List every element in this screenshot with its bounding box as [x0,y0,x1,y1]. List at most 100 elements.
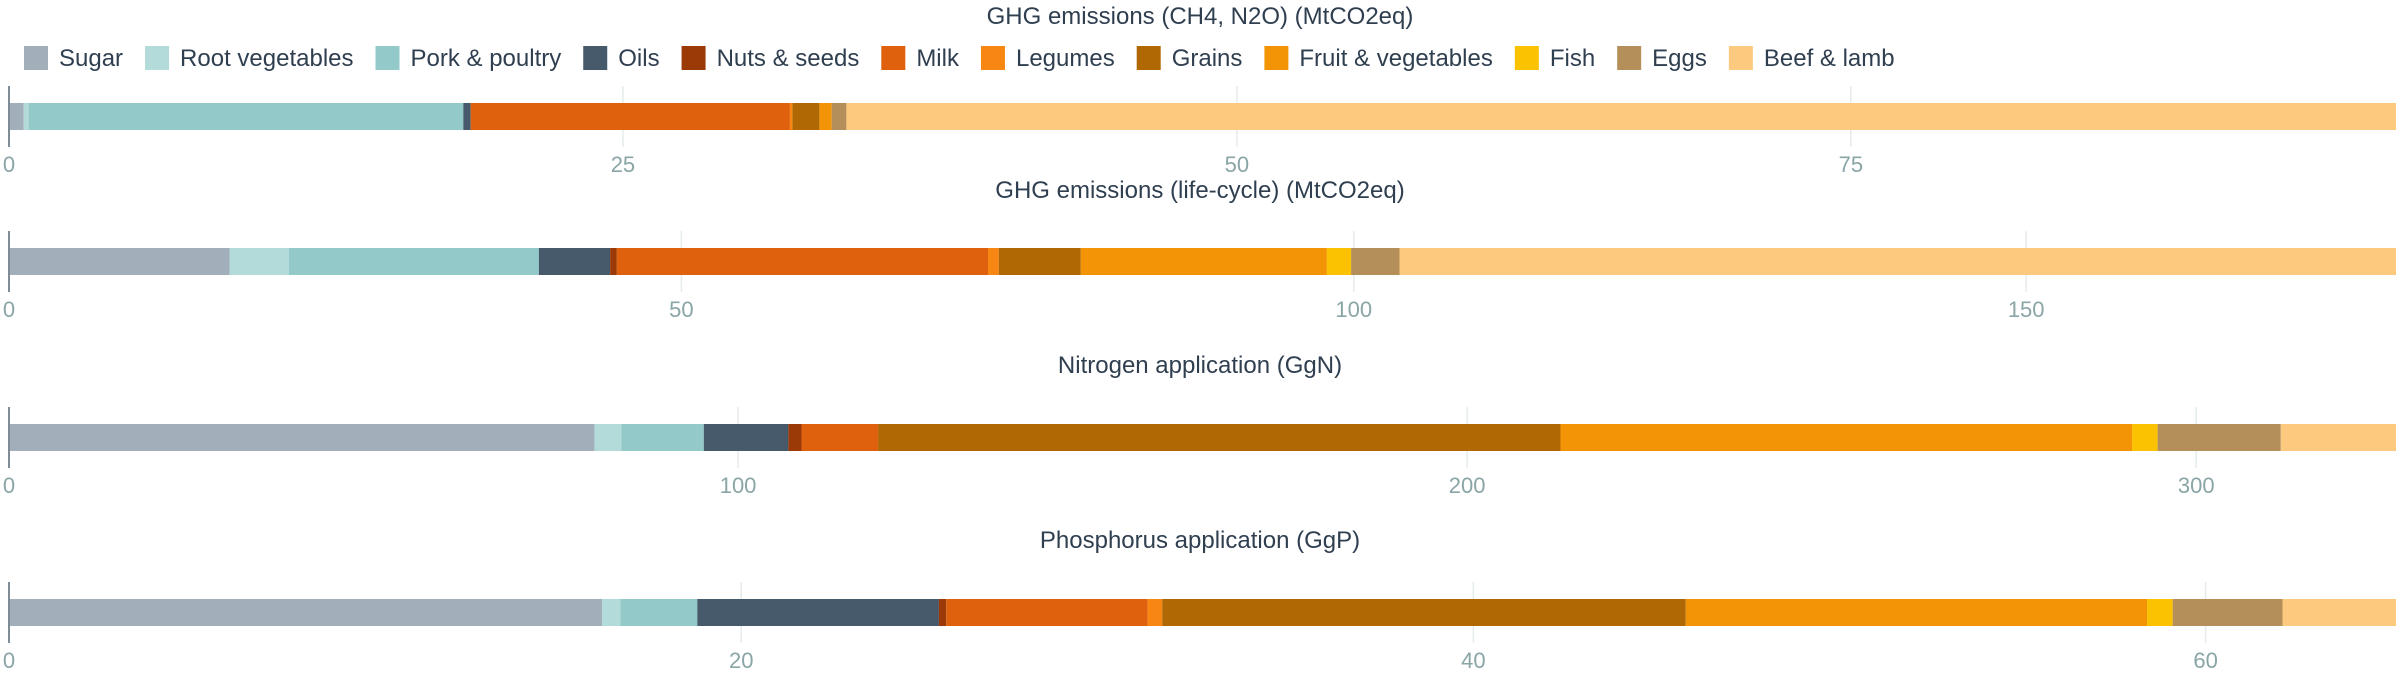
bar-segment[interactable] [538,248,611,275]
legend-label: Legumes [1016,45,1115,72]
bar-segment[interactable] [602,599,621,626]
bar-segment[interactable] [2147,599,2173,626]
panel-title: Phosphorus application (GgP) [1040,527,1360,554]
bar-segment[interactable] [9,103,24,130]
bar-segment[interactable] [616,248,989,275]
bar-segment[interactable] [938,599,947,626]
bar-segment[interactable] [1147,599,1163,626]
legend-swatch [1136,46,1161,70]
legend-label: Grains [1172,45,1243,72]
x-tick-label: 40 [1461,648,1485,673]
bar-segment[interactable] [288,248,539,275]
bar-segment[interactable] [1685,599,2148,626]
x-tick-label: 100 [1335,297,1372,322]
bar-segment[interactable] [792,103,820,130]
bar-segment[interactable] [610,248,617,275]
legend-swatch [1514,46,1539,70]
legend-item[interactable]: Legumes [980,45,1115,72]
bar-segment[interactable] [594,424,622,451]
legend-swatch [980,46,1005,70]
bar-segment[interactable] [998,248,1081,275]
panel-title: GHG emissions (life-cycle) (MtCO2eq) [995,177,1404,204]
legend-item[interactable]: Pork & poultry [375,45,562,72]
legend-label: Oils [618,45,659,72]
legend-label: Pork & poultry [411,45,562,72]
x-tick-label: 0 [3,152,15,177]
bar-segment[interactable] [2280,424,2396,451]
legend-label: Sugar [59,45,123,72]
x-tick-label: 50 [669,297,693,322]
bar-segment[interactable] [9,248,230,275]
chart-panels: GHG emissions (CH4, N2O) (MtCO2eq) 0 25 50 7… [3,3,2397,673]
bar-segment[interactable] [2172,599,2283,626]
bar-segment[interactable] [28,103,464,130]
legend-swatch [375,46,400,70]
bar-segment[interactable] [9,599,603,626]
legend-item[interactable]: Sugar [24,45,123,72]
x-tick-label: 0 [3,648,15,673]
chart-legend: Sugar Root vegetables Pork & poultry Oils Nu… [24,45,1895,72]
legend-label: Fruit & vegetables [1299,45,1492,72]
x-tick-label: 100 [720,473,757,498]
bar-segment[interactable] [229,248,289,275]
legend-swatch [145,46,170,70]
legend-item[interactable]: Fish [1514,45,1595,72]
legend-item[interactable]: Beef & lamb [1728,45,1895,72]
bar-segment[interactable] [1399,248,2396,275]
legend-swatch [583,46,608,70]
x-tick-label: 0 [3,297,15,322]
legend-label: Milk [916,45,960,72]
chart-panel: GHG emissions (life-cycle) (MtCO2eq) 0 50 1… [3,177,2396,322]
bar-segment[interactable] [1080,248,1327,275]
bar-segment[interactable] [9,424,595,451]
bar-segment[interactable] [1560,424,2133,451]
bar-segment[interactable] [846,103,2397,130]
legend-label: Root vegetables [180,45,353,72]
legend-label: Nuts & seeds [717,45,860,72]
legend-swatch [1264,46,1289,70]
legend-item[interactable]: Root vegetables [145,45,354,72]
bar-segment[interactable] [1351,248,1400,275]
bar-segment[interactable] [620,599,698,626]
x-tick-label: 60 [2193,648,2217,673]
x-tick-label: 75 [1839,152,1863,177]
chart-panel: GHG emissions (CH4, N2O) (MtCO2eq) 0 25 50 7… [3,3,2397,177]
bar-segment[interactable] [801,424,879,451]
panel-title: GHG emissions (CH4, N2O) (MtCO2eq) [987,3,1414,30]
bar-segment[interactable] [988,248,999,275]
x-tick-label: 50 [1225,152,1249,177]
legend-label: Fish [1550,45,1595,72]
bar-segment[interactable] [819,103,832,130]
legend-item[interactable]: Oils [583,45,660,72]
legend-swatch [881,46,906,70]
legend-swatch [1728,46,1753,70]
legend-item[interactable]: Nuts & seeds [681,45,860,72]
legend-item[interactable]: Milk [881,45,960,72]
bar-segment[interactable] [2157,424,2281,451]
legend-item[interactable]: Grains [1136,45,1243,72]
bar-segment[interactable] [1162,599,1686,626]
bar-segment[interactable] [831,103,847,130]
bar-segment[interactable] [2282,599,2396,626]
x-tick-label: 200 [1449,473,1486,498]
chart-panel: Nitrogen application (GgN) 0 100 200 300 [3,352,2396,498]
bar-segment[interactable] [1326,248,1352,275]
bar-segment[interactable] [470,103,790,130]
x-tick-label: 150 [2008,297,2045,322]
bar-segment[interactable] [697,599,939,626]
bar-segment[interactable] [878,424,1561,451]
bar-segment[interactable] [703,424,789,451]
legend-swatch [681,46,706,70]
bar-segment[interactable] [2132,424,2158,451]
bar-segment[interactable] [946,599,1148,626]
legend-label: Beef & lamb [1764,45,1895,72]
bar-segment[interactable] [463,103,471,130]
bar-segment[interactable] [621,424,704,451]
legend-item[interactable]: Fruit & vegetables [1264,45,1493,72]
x-tick-label: 300 [2178,473,2215,498]
legend-item[interactable]: Eggs [1617,45,1707,72]
bar-segment[interactable] [23,103,29,130]
bar-segment[interactable] [788,424,802,451]
bar-segment[interactable] [789,103,793,130]
